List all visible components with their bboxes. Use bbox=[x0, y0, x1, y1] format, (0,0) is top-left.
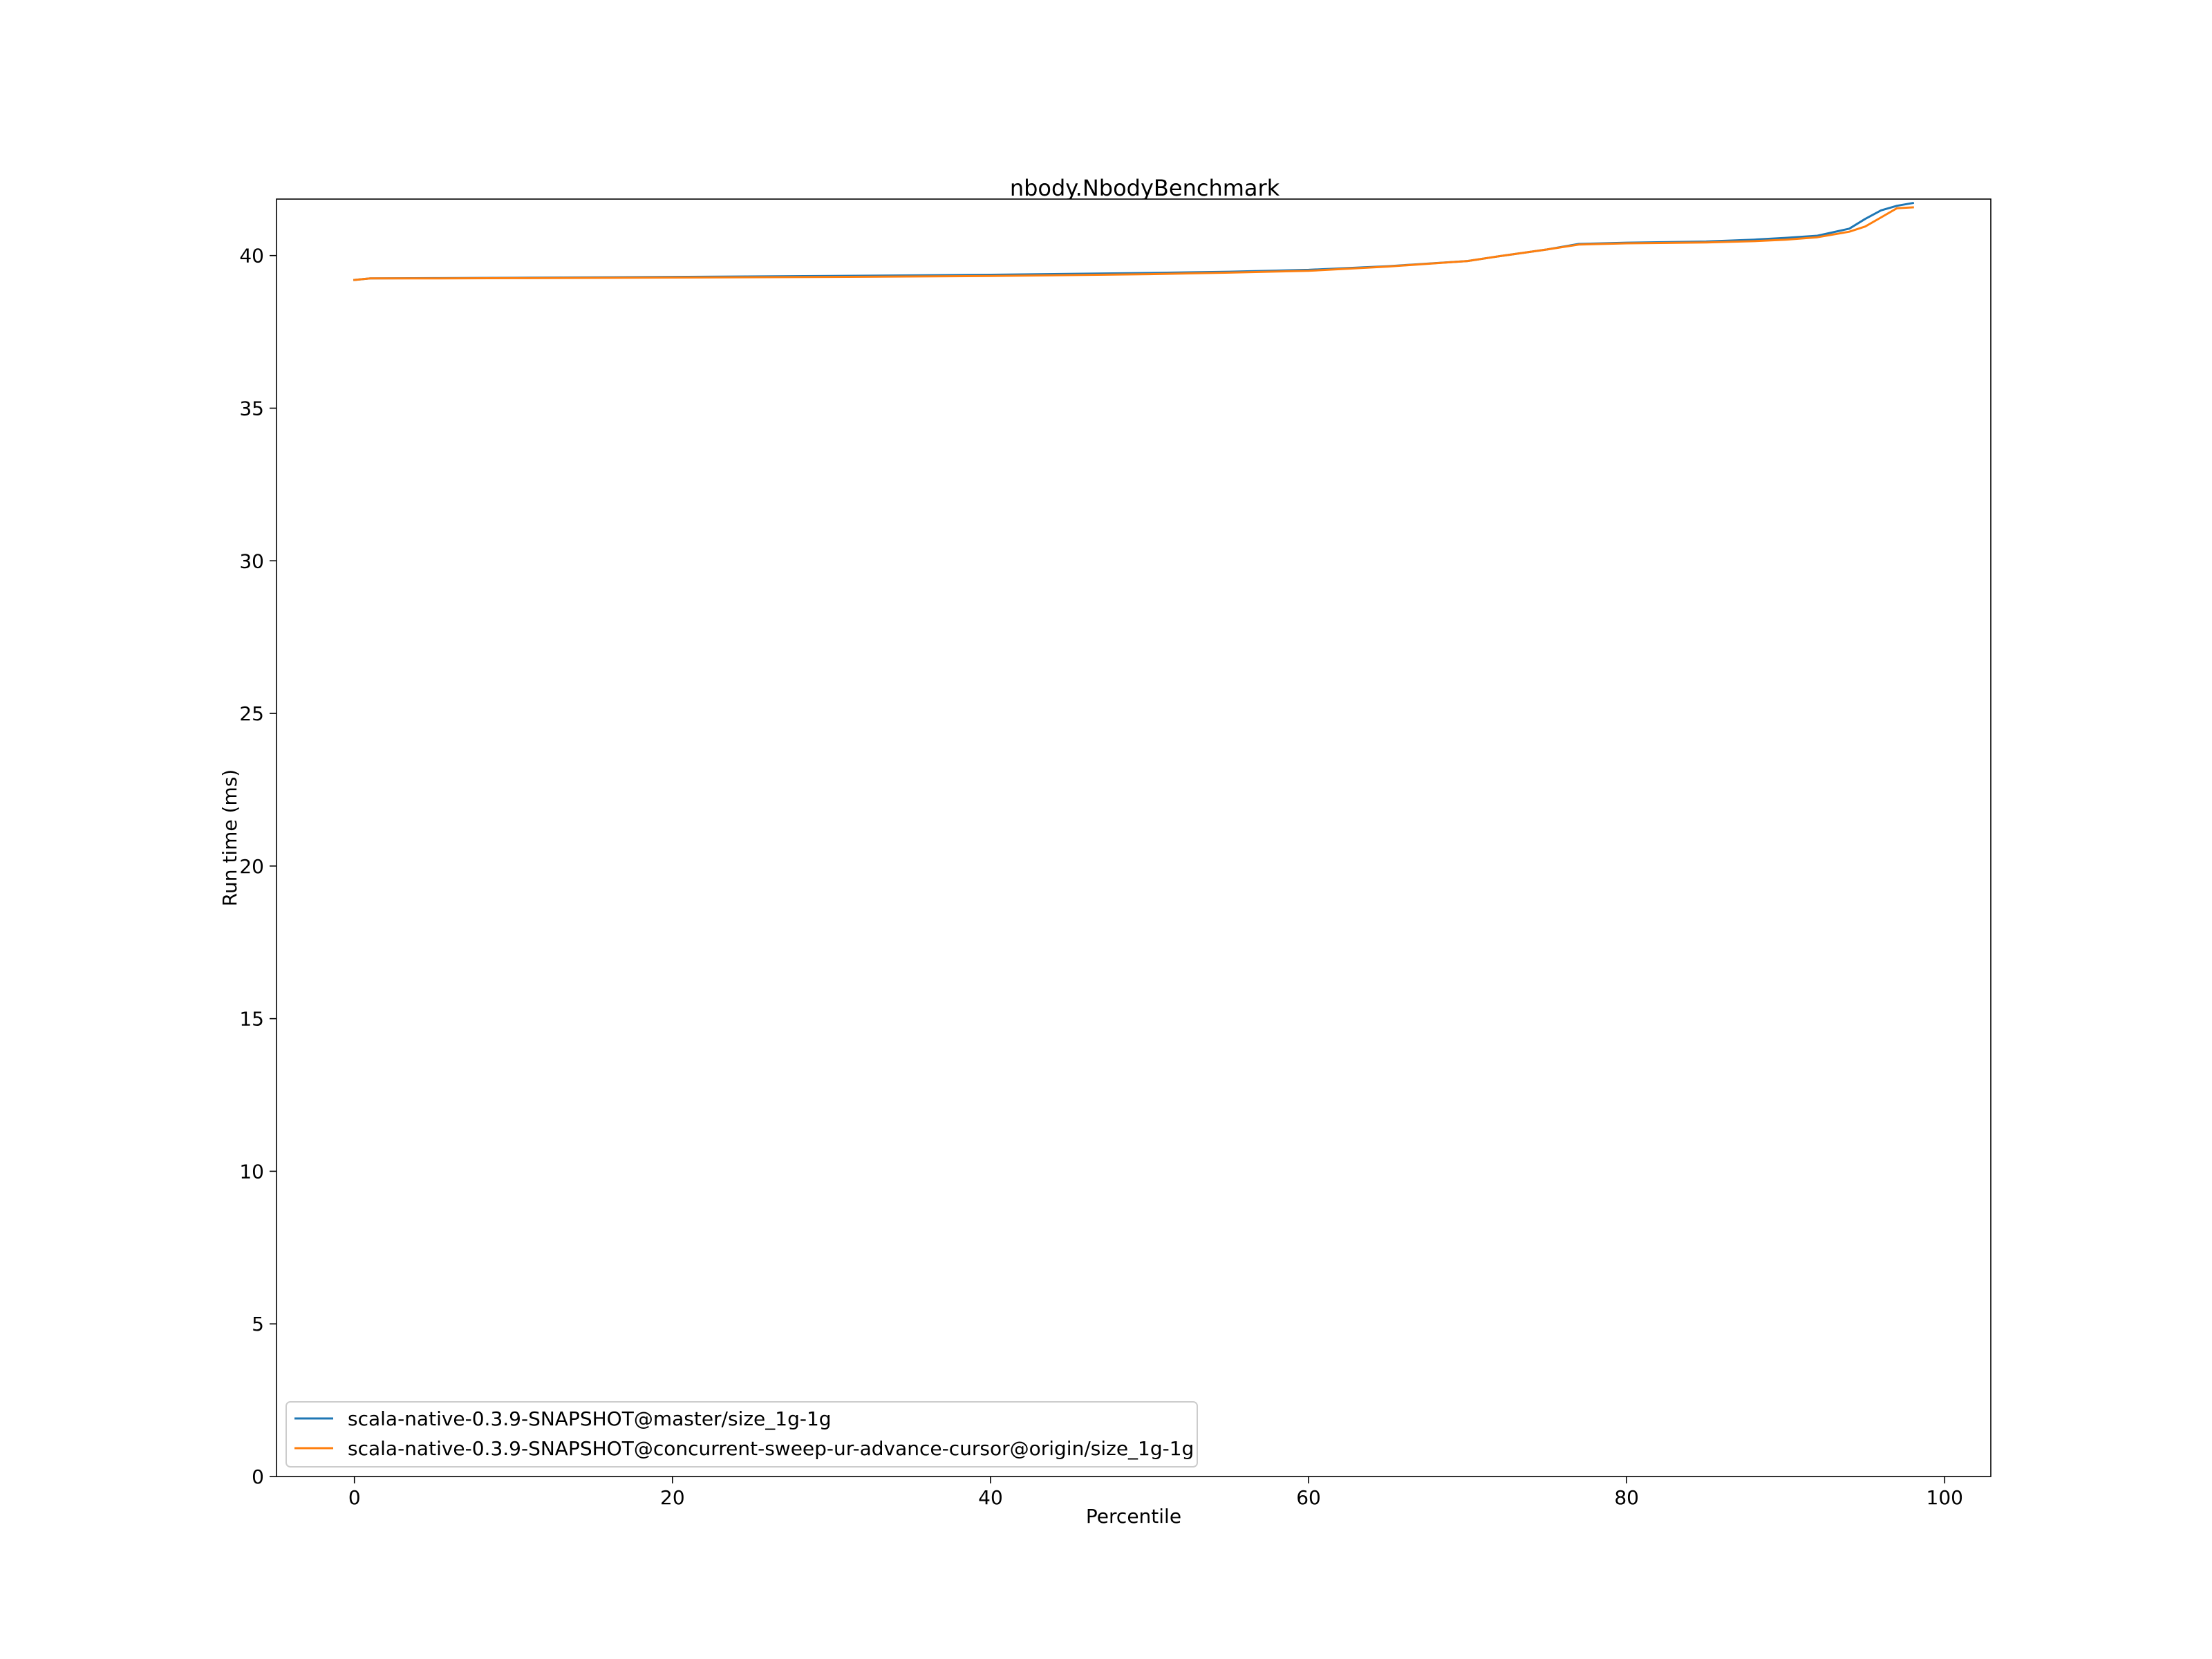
plot-area bbox=[276, 199, 1991, 1477]
y-axis: 0 5 10 15 20 25 30 35 40 bbox=[239, 245, 276, 1488]
y-tick-label: 10 bbox=[239, 1160, 264, 1183]
x-axis: 0 20 40 60 80 100 bbox=[348, 1477, 1963, 1509]
x-tick-label: 60 bbox=[1296, 1486, 1321, 1509]
x-tick-label: 20 bbox=[660, 1486, 685, 1509]
legend: scala-native-0.3.9-SNAPSHOT@master/size_… bbox=[285, 1401, 1198, 1468]
x-tick-label: 0 bbox=[348, 1486, 361, 1509]
series-layer bbox=[353, 201, 1915, 281]
legend-label-master: scala-native-0.3.9-SNAPSHOT@master/size_… bbox=[348, 1407, 832, 1430]
x-tick-label: 100 bbox=[1927, 1486, 1963, 1509]
legend-box bbox=[285, 1401, 1198, 1468]
y-tick-label: 35 bbox=[239, 397, 264, 420]
chart-title: nbody.NbodyBenchmark bbox=[1010, 175, 1280, 201]
y-tick-label: 5 bbox=[252, 1313, 264, 1335]
x-tick-label: 40 bbox=[978, 1486, 1003, 1509]
x-tick-label: 80 bbox=[1614, 1486, 1639, 1509]
y-tick-label: 30 bbox=[239, 550, 264, 572]
y-tick-label: 15 bbox=[239, 1008, 264, 1031]
y-tick-label: 20 bbox=[239, 855, 264, 878]
legend-label-concurrent-sweep: scala-native-0.3.9-SNAPSHOT@concurrent-s… bbox=[348, 1437, 1194, 1460]
y-tick-label: 25 bbox=[239, 702, 264, 725]
series-line-1 bbox=[353, 206, 1914, 281]
y-tick-label: 40 bbox=[239, 245, 264, 268]
plot-frame bbox=[276, 198, 1991, 1477]
x-axis-label: Percentile bbox=[1086, 1505, 1181, 1528]
y-axis-label: Run time (ms) bbox=[218, 769, 241, 906]
y-tick-label: 0 bbox=[252, 1465, 264, 1488]
